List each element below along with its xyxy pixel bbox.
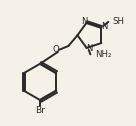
Text: N: N [81, 17, 87, 26]
Text: NH₂: NH₂ [95, 50, 112, 59]
Text: Br: Br [35, 106, 45, 115]
Text: N: N [101, 22, 107, 31]
Text: N: N [86, 44, 92, 53]
Text: O: O [53, 45, 59, 54]
Text: SH: SH [113, 17, 125, 26]
